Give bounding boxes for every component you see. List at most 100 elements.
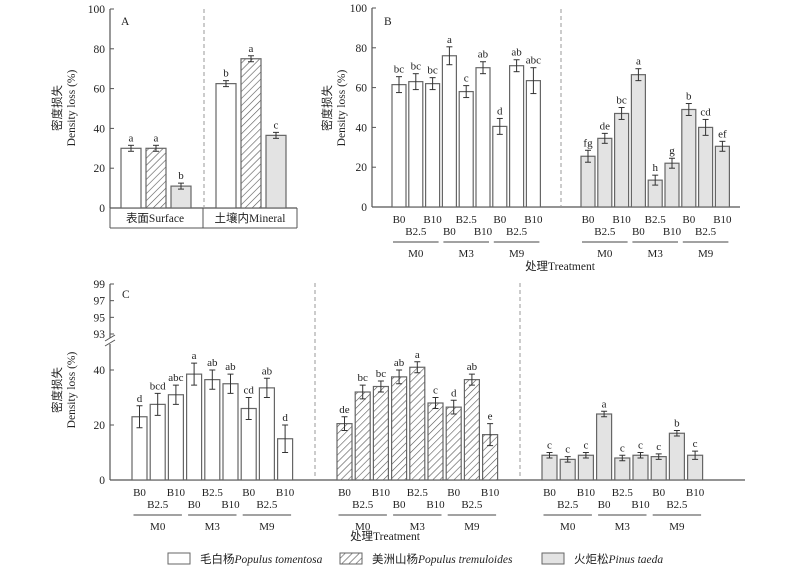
panel-c-x-axis-group-1-treatment-label: B2.5 <box>147 499 169 511</box>
panel-a-y-axis-tick-label: 80 <box>94 44 106 56</box>
panel-c-bar <box>336 423 353 481</box>
panel-c-bar <box>409 366 426 481</box>
panel-b-x-axis-group-1-management-label: M0 <box>408 248 424 260</box>
panel-a-group-label: 土壤内Mineral <box>215 211 286 225</box>
panel-c-bar-letter: c <box>565 444 570 456</box>
panel-b-y-label-en: Density loss (%) <box>336 70 348 147</box>
panel-c-bar-letter: c <box>638 440 643 452</box>
panel-a-y-label: 密度损失 Density loss (%) <box>50 70 78 147</box>
panel-c-x-axis-group-2-treatment-label: B0 <box>447 487 460 499</box>
legend-label-cn: 毛白杨 <box>200 552 235 566</box>
panel-a-y-axis-tick-label: 60 <box>94 84 106 96</box>
panel-a-bar <box>145 147 167 209</box>
panel-b-bar-letter: bc <box>394 64 405 76</box>
panel-b-x-axis-group-2-management-label: M9 <box>698 248 714 260</box>
panel-b-bar-letter: abc <box>526 55 541 67</box>
panel-c-y-axis-tick-label: 95 <box>94 312 106 324</box>
panel-c-bar-letter: ab <box>262 365 273 377</box>
panel-b-bar <box>441 55 457 208</box>
panel-b-x-axis-group-1-management-label: M9 <box>509 248 525 260</box>
panel-b-bar-letter: h <box>652 162 658 174</box>
panel-a-bar-letter: a <box>249 43 254 55</box>
panel-b-x-axis-group-1-treatment-label: B10 <box>423 214 442 226</box>
panel-c-y-label-en: Density loss (%) <box>66 352 78 429</box>
panel-a-label: A <box>121 16 130 28</box>
panel-c-bar <box>427 402 444 481</box>
panel-a-y-axis-tick-label: 20 <box>94 163 106 175</box>
panel-c-bar-letter: bc <box>376 368 387 380</box>
panel-a-bar-letter: b <box>223 68 229 80</box>
panel-b-x-axis-group-1-treatment-label: B0 <box>443 226 456 238</box>
panel-b-bar-letter: d <box>497 105 503 117</box>
panel-c-x-axis-group-3-treatment-label: B0 <box>598 499 611 511</box>
panel-a-bar-letter: a <box>154 132 159 144</box>
legend-label-tomentosa: 毛白杨Populus tomentosa <box>200 552 323 566</box>
panel-b-bar <box>597 137 613 208</box>
panel-c-bar-letter: b <box>674 418 680 430</box>
panel-a-y-axis-tick-label: 100 <box>88 4 106 16</box>
panel-c-axis-break <box>104 339 116 347</box>
panel-a-bar <box>240 58 262 209</box>
panel-b-bar-letter: ab <box>478 49 489 61</box>
panel-c-bar-letter: bcd <box>150 380 166 392</box>
panel-c-y-axis-tick-label: 99 <box>94 279 106 291</box>
panel-c-bar <box>204 379 221 481</box>
panel-b-bar <box>458 90 474 208</box>
panel-c-x-axis-group-3-treatment-label: B2.5 <box>666 499 688 511</box>
panel-b-bar-letter: c <box>464 73 469 85</box>
panel-c-bar <box>668 432 686 481</box>
panel-c-bar-letter: c <box>620 442 625 454</box>
panel-c-bar <box>354 391 371 481</box>
panel-c-bar-letter: ab <box>467 361 478 373</box>
panel-b-bar <box>681 108 697 208</box>
panel-c-x-axis-group-1-treatment-label: B10 <box>276 487 295 499</box>
panel-b-label: B <box>384 16 392 28</box>
panel-c-x-axis-group-2-treatment-label: B2.5 <box>461 499 483 511</box>
panel-c-x-axis-group-1-management-label: M9 <box>259 521 275 533</box>
legend-label-tremuloides: 美洲山杨Populus tremuloides <box>372 552 513 566</box>
panel-c-x-axis-group-1-treatment-label: B0 <box>242 487 255 499</box>
panel-c-bar <box>650 456 667 481</box>
panel-c-x-axis-group-1-treatment-label: B0 <box>133 487 146 499</box>
panel-c-bar-letter: ab <box>225 361 236 373</box>
panel-c-x-axis-group-2-treatment-label: B2.5 <box>352 499 374 511</box>
panel-c-bar-letter: c <box>433 385 438 397</box>
panel-b-x-axis-group-1-treatment-label: B10 <box>524 214 543 226</box>
panel-c-bar <box>186 373 203 481</box>
panel-c-x-axis-group-3-management-label: M9 <box>669 521 685 533</box>
panel-c-bar <box>595 413 613 481</box>
panel-b-x-axis-group-2-treatment-label: B0 <box>632 226 645 238</box>
panel-a-y-label-en: Density loss (%) <box>66 70 78 147</box>
panel-a-y-axis-tick-label: 0 <box>99 203 105 215</box>
legend-label-latin: Populus tremuloides <box>417 554 513 566</box>
panel-b-bar <box>697 126 714 208</box>
panel-c-x-axis-group-2-treatment-label: B0 <box>338 487 351 499</box>
panel-b-y-axis-tick-label: 80 <box>356 43 368 55</box>
panel-c-y-axis-tick-label: 0 <box>99 475 105 487</box>
panel-b-x-axis-group-1-treatment-label: B0 <box>393 214 406 226</box>
panel-c-x-label: 处理Treatment <box>350 530 421 543</box>
panel-b-bar <box>425 83 441 208</box>
panel-c-y-axis-tick-label: 40 <box>94 365 106 377</box>
panel-b-x-label: 处理Treatment <box>525 260 596 273</box>
panel-a-bar <box>215 83 237 209</box>
panel-a-bar <box>120 147 142 209</box>
panel-c-bar-letter: de <box>339 404 350 416</box>
panel-b-y-label-cn: 密度损失 <box>320 85 334 131</box>
panel-b-x-axis-group-2-treatment-label: B2.5 <box>695 226 717 238</box>
panel-b-x-axis-group-1-treatment-label: B2.5 <box>506 226 528 238</box>
panel-b-x-axis-group-1-treatment-label: B2.5 <box>456 214 478 226</box>
panel-b-x-axis-group-2-treatment-label: B10 <box>663 226 682 238</box>
panel-b-bar-letter: bc <box>411 61 422 73</box>
panel-b-x-axis-group-2-treatment-label: B0 <box>582 214 595 226</box>
panel-c-x-axis-group-3-treatment-label: B10 <box>631 499 650 511</box>
panel-b-bar <box>664 162 680 208</box>
panel-c-x-axis-group-2-treatment-label: B10 <box>481 487 500 499</box>
panel-c-bar-letter: d <box>137 393 143 405</box>
panel-c-bar-letter: bc <box>358 372 369 384</box>
panel-c-x-axis-group-1-treatment-label: B2.5 <box>202 487 224 499</box>
panel-c-axis-break <box>104 334 116 342</box>
panel-b-x-axis-group-2-treatment-label: B10 <box>713 214 732 226</box>
panel-a-y-axis-tick-label: 40 <box>94 123 106 135</box>
panel-b-x-axis-group-2-treatment-label: B10 <box>612 214 631 226</box>
